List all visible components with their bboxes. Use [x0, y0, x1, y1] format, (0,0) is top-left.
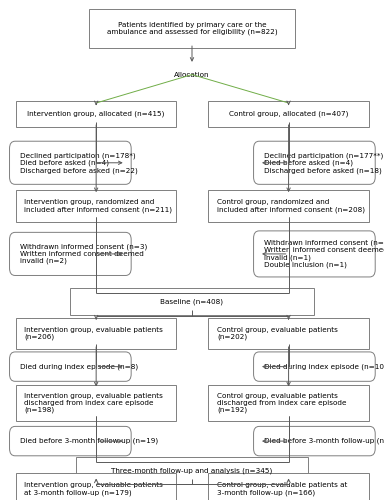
FancyBboxPatch shape	[70, 288, 314, 314]
FancyBboxPatch shape	[10, 352, 131, 382]
Text: Control group, evaluable patients
discharged from index care episode
(n=192): Control group, evaluable patients discha…	[217, 392, 346, 413]
Text: Withdrawn informed consent (n=3)
Written informed consent deemed
invalid (n=2): Withdrawn informed consent (n=3) Written…	[20, 244, 147, 264]
FancyBboxPatch shape	[16, 474, 176, 500]
Text: Control group, evaluable patients
(n=202): Control group, evaluable patients (n=202…	[217, 326, 338, 340]
FancyBboxPatch shape	[10, 426, 131, 456]
Text: Allocation: Allocation	[174, 72, 210, 78]
Text: Three-month follow-up and analysis (n=345): Three-month follow-up and analysis (n=34…	[111, 467, 273, 474]
FancyBboxPatch shape	[209, 190, 369, 222]
FancyBboxPatch shape	[16, 318, 176, 349]
Text: Intervention group, evaluable patients
at 3-month follow-up (n=179): Intervention group, evaluable patients a…	[25, 482, 163, 496]
Text: Intervention group, randomized and
included after informed consent (n=211): Intervention group, randomized and inclu…	[25, 199, 172, 212]
FancyBboxPatch shape	[10, 232, 131, 276]
Text: Withdrawn informed consent (n=4)
Written informed consent deemed
invalid (n=1)
D: Withdrawn informed consent (n=4) Written…	[264, 240, 384, 268]
FancyBboxPatch shape	[209, 384, 369, 422]
Text: Died before 3-month follow-up (n=26): Died before 3-month follow-up (n=26)	[264, 438, 384, 444]
Text: Control group, evaluable patients at
3-month follow-up (n=166): Control group, evaluable patients at 3-m…	[217, 482, 347, 496]
Text: Died during index episode (n=8): Died during index episode (n=8)	[20, 364, 138, 370]
FancyBboxPatch shape	[89, 9, 295, 48]
FancyBboxPatch shape	[16, 100, 176, 127]
FancyBboxPatch shape	[209, 474, 369, 500]
FancyBboxPatch shape	[209, 318, 369, 349]
FancyBboxPatch shape	[16, 190, 176, 222]
Text: Intervention group, allocated (n=415): Intervention group, allocated (n=415)	[28, 110, 165, 117]
Text: Intervention group, evaluable patients
(n=206): Intervention group, evaluable patients (…	[25, 326, 163, 340]
FancyBboxPatch shape	[253, 352, 375, 382]
Text: Control group, allocated (n=407): Control group, allocated (n=407)	[229, 110, 348, 117]
Text: Baseline (n=408): Baseline (n=408)	[161, 298, 223, 304]
FancyBboxPatch shape	[253, 426, 375, 456]
FancyBboxPatch shape	[209, 100, 369, 127]
FancyBboxPatch shape	[253, 141, 375, 184]
FancyBboxPatch shape	[253, 231, 375, 277]
Text: Died before 3-month follow-up (n=19): Died before 3-month follow-up (n=19)	[20, 438, 158, 444]
FancyBboxPatch shape	[10, 141, 131, 184]
Text: Control group, randomized and
included after informed consent (n=208): Control group, randomized and included a…	[217, 199, 365, 212]
Text: Died during index episode (n=10): Died during index episode (n=10)	[264, 364, 384, 370]
FancyBboxPatch shape	[76, 458, 308, 483]
Text: Declined participation (n=177**)
Died before asked (n=4)
Discharged before asked: Declined participation (n=177**) Died be…	[264, 152, 383, 174]
FancyBboxPatch shape	[16, 384, 176, 422]
Text: Patients identified by primary care or the
ambulance and assessed for eligibilit: Patients identified by primary care or t…	[107, 22, 277, 36]
Text: Intervention group, evaluable patients
discharged from index care episode
(n=198: Intervention group, evaluable patients d…	[25, 392, 163, 413]
Text: Declined participation (n=178*)
Died before asked (n=4)
Discharged before asked : Declined participation (n=178*) Died bef…	[20, 152, 137, 174]
